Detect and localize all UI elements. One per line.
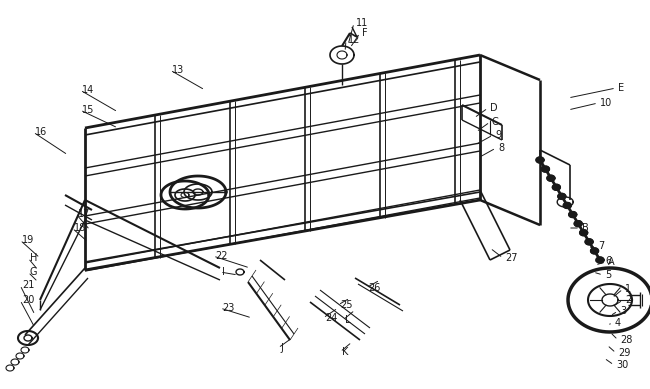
Polygon shape: [569, 212, 577, 217]
Polygon shape: [564, 202, 571, 209]
Text: 30: 30: [616, 360, 629, 370]
Text: 27: 27: [505, 253, 517, 263]
Text: 18: 18: [74, 223, 86, 233]
Polygon shape: [596, 257, 604, 263]
Text: L: L: [345, 315, 350, 325]
Text: 11: 11: [356, 18, 369, 28]
Text: B: B: [582, 223, 589, 233]
Text: 15: 15: [82, 105, 94, 115]
Text: 24: 24: [325, 313, 337, 323]
Text: 5: 5: [605, 270, 611, 280]
Text: 10: 10: [600, 98, 612, 108]
Polygon shape: [585, 239, 593, 245]
Polygon shape: [558, 193, 566, 200]
Text: 9: 9: [495, 130, 501, 140]
Text: 6: 6: [605, 256, 611, 266]
Polygon shape: [541, 166, 549, 172]
Polygon shape: [552, 184, 560, 190]
Text: 17: 17: [78, 209, 90, 219]
Text: 23: 23: [222, 303, 235, 313]
Text: J: J: [280, 343, 283, 353]
Text: 26: 26: [368, 283, 380, 293]
Text: 22: 22: [215, 251, 227, 261]
Text: 20: 20: [22, 295, 34, 305]
Text: 16: 16: [35, 127, 47, 137]
Text: I: I: [222, 267, 225, 277]
Text: 19: 19: [22, 235, 34, 245]
Polygon shape: [602, 294, 618, 306]
Polygon shape: [591, 248, 599, 254]
Text: 12: 12: [348, 35, 360, 45]
Text: 29: 29: [618, 348, 630, 358]
Text: 2: 2: [625, 295, 631, 305]
Text: F: F: [362, 28, 368, 38]
Text: 14: 14: [82, 85, 94, 95]
Text: 28: 28: [620, 335, 632, 345]
Text: 7: 7: [598, 241, 604, 251]
Polygon shape: [574, 221, 582, 227]
Text: 4: 4: [615, 318, 621, 328]
Text: 25: 25: [340, 300, 352, 310]
Polygon shape: [536, 157, 544, 163]
Text: 1: 1: [625, 284, 631, 294]
Text: 3: 3: [620, 306, 626, 316]
Text: H: H: [30, 253, 38, 263]
Text: K: K: [342, 347, 348, 357]
Text: D: D: [490, 103, 498, 113]
Text: 8: 8: [498, 143, 504, 153]
Text: C: C: [492, 117, 499, 127]
Text: E: E: [618, 83, 624, 93]
Polygon shape: [580, 230, 588, 236]
Text: G: G: [30, 267, 38, 277]
Text: A: A: [608, 257, 615, 267]
Text: 21: 21: [22, 280, 34, 290]
Polygon shape: [547, 175, 555, 181]
Text: 13: 13: [172, 65, 184, 75]
